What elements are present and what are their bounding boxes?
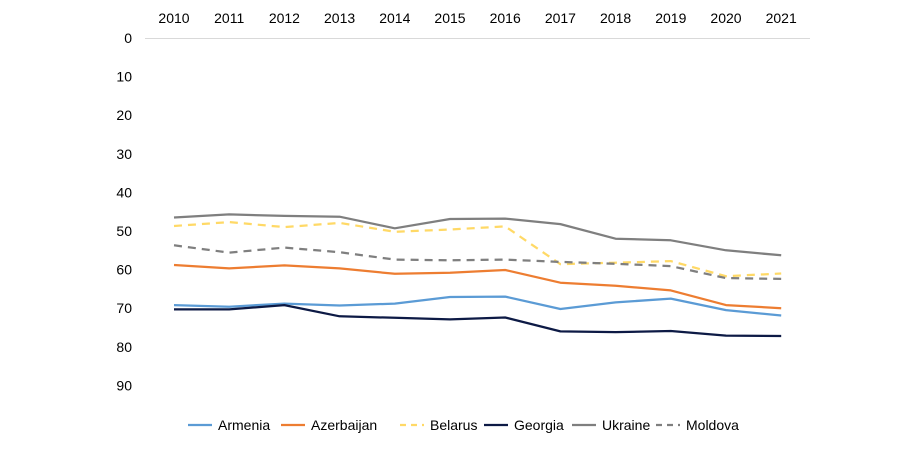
series-line-armenia xyxy=(173,295,782,317)
x-tick-label: 2014 xyxy=(379,10,410,26)
x-tick-label: 2013 xyxy=(324,10,355,26)
x-tick-label: 2012 xyxy=(269,10,300,26)
y-tick-label: 90 xyxy=(116,377,132,393)
series-lines xyxy=(173,213,782,338)
x-tick-label: 2016 xyxy=(490,10,521,26)
y-tick-label: 20 xyxy=(116,107,132,123)
series-line-ukraine xyxy=(173,213,782,257)
series-line-belarus xyxy=(173,220,782,278)
legend-item: Georgia xyxy=(484,417,564,433)
y-tick-labels: 0 10 20 30 40 50 60 70 80 90 xyxy=(116,30,132,393)
legend-item: Ukraine xyxy=(572,417,650,433)
y-tick-label: 40 xyxy=(116,184,132,200)
legend-item: Azerbaijan xyxy=(281,417,377,433)
x-tick-label: 2019 xyxy=(655,10,686,26)
legend-item: Belarus xyxy=(400,417,477,433)
y-tick-label: 60 xyxy=(116,262,132,278)
x-tick-label: 2018 xyxy=(600,10,631,26)
y-tick-label: 10 xyxy=(116,69,132,85)
x-tick-label: 2015 xyxy=(434,10,465,26)
series-line-azerbaijan xyxy=(173,263,782,310)
x-tick-label: 2011 xyxy=(214,10,244,26)
y-tick-label: 80 xyxy=(116,339,132,355)
legend-label: Armenia xyxy=(218,417,270,433)
legend: Armenia Azerbaijan Belarus Georgia Ukraine Mo… xyxy=(188,417,739,433)
legend-item: Armenia xyxy=(188,417,270,433)
legend-label: Azerbaijan xyxy=(311,417,377,433)
legend-item: Moldova xyxy=(656,417,739,433)
legend-label: Georgia xyxy=(514,417,564,433)
x-tick-label: 2017 xyxy=(545,10,576,26)
x-tick-label: 2010 xyxy=(158,10,189,26)
y-tick-label: 70 xyxy=(116,300,132,316)
series-line-georgia xyxy=(174,303,782,338)
legend-label: Ukraine xyxy=(602,417,650,433)
x-tick-label: 2020 xyxy=(710,10,741,26)
y-tick-label: 30 xyxy=(116,146,132,162)
x-tick-labels: 2010 2011 2012 2013 2014 2015 2016 2017 2018 2019… xyxy=(158,10,797,26)
series-line-moldova xyxy=(173,244,782,281)
y-tick-label: 50 xyxy=(116,223,132,239)
legend-label: Moldova xyxy=(686,417,739,433)
y-tick-label: 0 xyxy=(124,30,132,46)
x-tick-label: 2021 xyxy=(766,10,797,26)
legend-label: Belarus xyxy=(430,417,477,433)
